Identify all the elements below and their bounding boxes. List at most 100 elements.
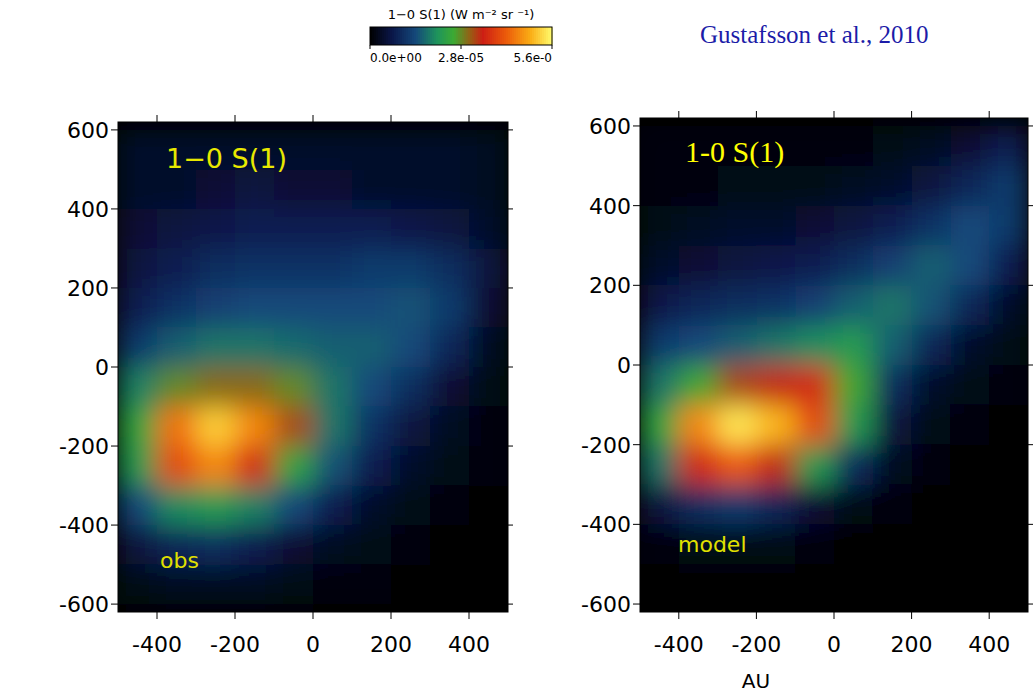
cell [679,245,718,285]
cell [196,288,236,328]
y-tick [111,446,118,447]
cell [718,405,757,445]
x-tick [469,612,470,619]
panel-label: obs [160,548,199,573]
x-tick [235,612,236,619]
cell [873,126,912,166]
y-tick [508,525,513,526]
cell [391,407,431,447]
cell [118,209,158,249]
cell [352,248,392,288]
cell [196,169,236,209]
cell [873,524,912,564]
plot-background [118,122,508,612]
cell [795,524,834,564]
y-tick [633,365,640,366]
y-tick [508,287,513,288]
cell [235,169,275,209]
y-tick [111,367,118,368]
cell [873,245,912,285]
cell [873,564,912,604]
y-tick [1028,604,1033,605]
cell [157,367,197,407]
cell [274,288,314,328]
x-tick [678,612,679,619]
cell [640,166,679,206]
x-tick [313,612,314,619]
x-tick [157,612,158,619]
cell [274,367,314,407]
cell [795,365,834,405]
x-tick-label: 400 [448,632,490,657]
cell [989,365,1028,405]
cell [235,525,275,565]
cell [391,169,431,209]
cell [313,367,353,407]
cell [313,565,353,605]
cell [989,245,1028,285]
y-tick [1028,125,1033,126]
cell [834,524,873,564]
cell [469,169,508,209]
x-tick [989,612,990,619]
cell [834,126,873,166]
cell [430,525,470,565]
y-tick-label: 400 [67,197,109,222]
panel: -400-2000200400-600-400-20002004006001−0… [59,115,513,657]
cell [235,486,275,526]
y-tick [633,604,640,605]
x-tick [678,111,679,118]
cell [756,365,795,405]
y-tick [633,285,640,286]
y-tick-label: -200 [581,433,631,458]
y-tick [508,367,513,368]
cell [352,367,392,407]
cell [989,206,1028,246]
cell [313,407,353,447]
cell [912,564,951,604]
cell [679,325,718,365]
cell [313,288,353,328]
cell [950,365,989,405]
cell [391,486,431,526]
cell [235,327,275,367]
y-tick-label: 600 [67,118,109,143]
cell [950,325,989,365]
cell [157,327,197,367]
cell [118,327,158,367]
x-tick [834,612,835,619]
cell [912,126,951,166]
colorbar-tick [461,45,462,49]
cell [950,445,989,485]
y-tick-label: 600 [589,114,631,139]
cell [430,486,470,526]
cell [391,446,431,486]
y-tick-label: -600 [581,592,631,617]
x-tick [911,612,912,619]
cell [391,327,431,367]
cell [989,445,1028,485]
cell [950,524,989,564]
cell [912,245,951,285]
cell [834,206,873,246]
colorbar-tick [552,45,553,49]
cell [196,565,236,605]
cell [118,288,158,328]
cell [640,126,679,166]
x-tick-label: 400 [968,632,1010,657]
cell [391,525,431,565]
cell [235,367,275,407]
cell [118,130,158,170]
x-tick [756,111,757,118]
y-tick-label: 200 [589,273,631,298]
y-tick-label: -400 [59,513,109,538]
cell [157,169,197,209]
cell [679,564,718,604]
cell [718,285,757,325]
cell [718,206,757,246]
cell [352,288,392,328]
cell [118,486,158,526]
cell [430,446,470,486]
cell [430,248,470,288]
colorbar-tick-label: 5.6e-0 [514,51,552,65]
